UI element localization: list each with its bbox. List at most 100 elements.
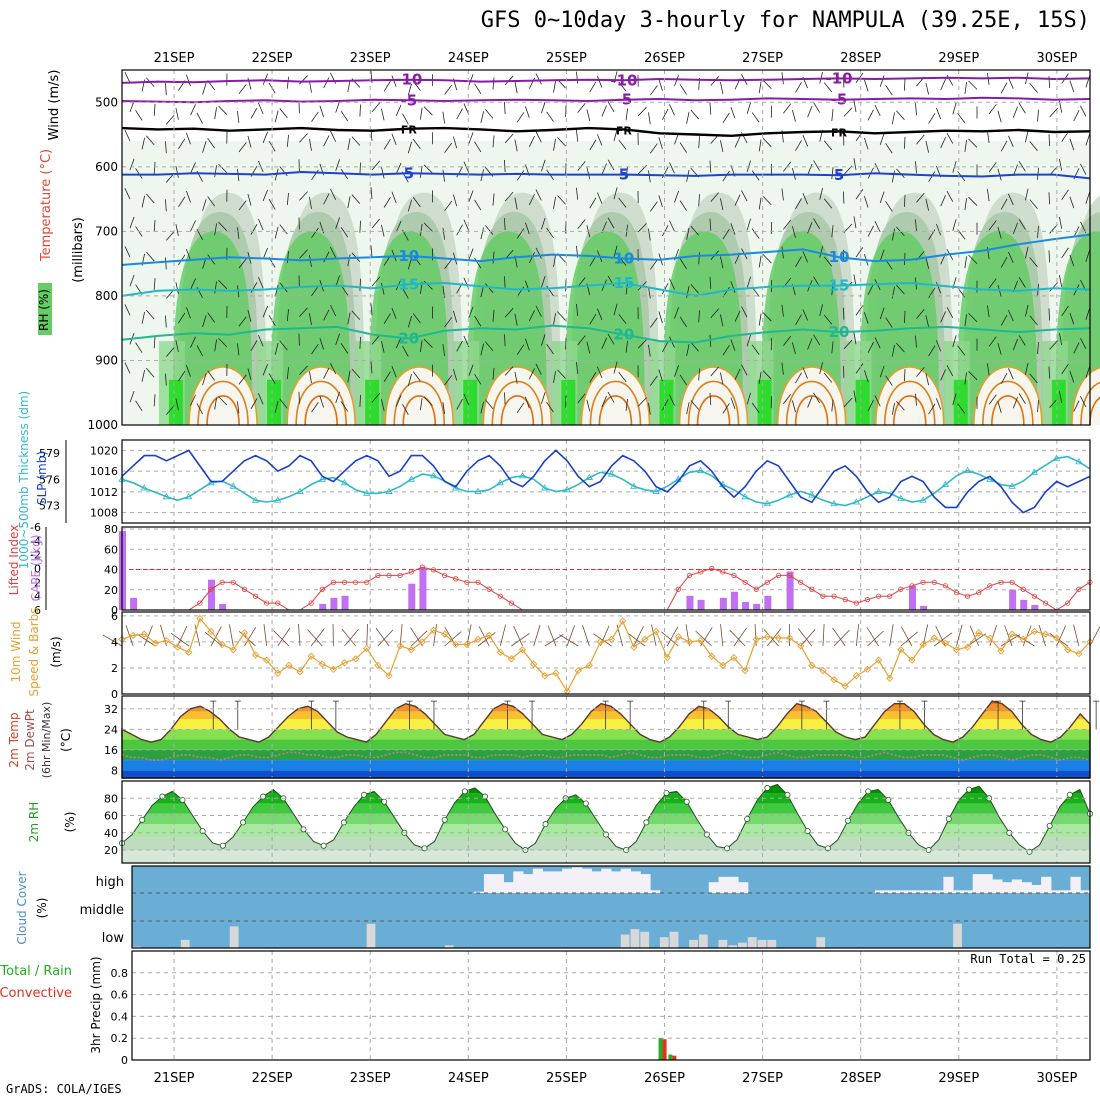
wind10-marker — [251, 651, 260, 659]
wind-barb — [720, 256, 724, 269]
wind-barb — [589, 139, 597, 151]
wind-barb — [141, 369, 145, 382]
wind-barb — [1037, 400, 1039, 413]
wind-barb — [997, 110, 1002, 123]
wind-barb — [474, 141, 482, 153]
wind-barb — [135, 400, 143, 412]
wind-barb — [299, 191, 308, 201]
wind-barb — [709, 218, 712, 231]
cape-bar — [908, 585, 916, 610]
wind-barb — [274, 284, 279, 297]
cloud-high-bar — [914, 890, 925, 893]
wind10-marker — [307, 652, 315, 660]
rh-column-core — [561, 379, 576, 425]
wind-barb — [662, 283, 669, 295]
cape-tick: 60 — [104, 543, 118, 556]
wind10-marker — [385, 672, 393, 680]
cloud-high-bar — [523, 874, 534, 893]
wind-barb — [915, 335, 917, 348]
wind10-marker — [140, 630, 148, 638]
wind-barb — [928, 171, 936, 182]
wind-barb — [751, 402, 760, 413]
wind-barb — [662, 341, 669, 353]
wind-barb — [957, 403, 966, 414]
cloud-high-bar — [904, 890, 915, 893]
wind-barb — [1049, 340, 1058, 350]
wind-barb — [618, 197, 627, 208]
rh-tick: 40 — [104, 827, 118, 840]
wind-barb — [468, 190, 474, 202]
wind-barb — [371, 334, 381, 345]
wind-barb — [535, 305, 542, 317]
wind10-marker — [1052, 634, 1061, 642]
cloud-high-bar — [1070, 876, 1081, 893]
wind-barb — [484, 225, 494, 235]
wind-barb — [618, 139, 627, 150]
wind-barb — [330, 304, 337, 317]
wind-barb — [247, 310, 252, 322]
wind10-barb — [477, 632, 496, 647]
wind-barb — [831, 341, 834, 354]
wind-barb — [823, 314, 833, 325]
wind-barb — [936, 281, 942, 294]
wind-barb — [940, 195, 946, 207]
wind10-marker — [218, 640, 226, 649]
li-tick: -4 — [30, 535, 41, 548]
wind-barb — [514, 197, 518, 210]
wind10-marker — [574, 666, 582, 675]
wind-barb — [453, 368, 458, 381]
wind-barb — [546, 402, 554, 413]
isotherm-label: 20 — [613, 326, 634, 344]
wind-barb — [802, 367, 808, 379]
wind-barb — [831, 225, 834, 238]
wind-barb — [1012, 222, 1018, 235]
wind-barb — [453, 136, 458, 149]
wind-barb — [925, 315, 929, 327]
wind-barb — [925, 257, 929, 269]
cloud-high-bar — [601, 868, 612, 893]
wind10-marker — [919, 640, 927, 649]
cloud-high-bar — [708, 882, 720, 893]
wind-barb — [597, 308, 603, 320]
wind-barb — [1000, 256, 1008, 268]
label-li: Lifted Index — [7, 525, 21, 596]
wind-barb — [1000, 140, 1008, 152]
wind-barb — [722, 345, 730, 356]
thickness-marker — [563, 486, 571, 493]
wind-barb — [957, 345, 966, 356]
wind-barb — [456, 224, 463, 236]
wind-barb — [1008, 135, 1014, 147]
cape-bar — [730, 591, 738, 610]
wind-barb — [586, 341, 591, 354]
cloud-high-bar — [591, 871, 602, 893]
wind-barb — [190, 278, 196, 290]
wind10-marker — [1019, 635, 1027, 643]
wind-barb — [186, 74, 191, 87]
wind-barb — [915, 103, 917, 116]
cloud-high-bar — [532, 868, 544, 893]
cloud-high-bar — [943, 876, 954, 893]
wind-barb — [453, 310, 458, 323]
wind10-barb — [685, 624, 690, 647]
wind-barb — [146, 367, 155, 378]
wind-barb — [402, 345, 409, 357]
wind10-marker — [819, 666, 827, 675]
cloud-high-bar — [611, 871, 622, 893]
cloud-low-bar — [698, 934, 708, 948]
wind-barb — [730, 281, 736, 293]
wind-barb — [968, 80, 978, 90]
wind-barb — [175, 398, 179, 411]
cloud-low-bar — [630, 929, 640, 948]
wind-barb — [601, 105, 607, 117]
wind-barb — [165, 141, 167, 154]
li-marker — [230, 579, 236, 585]
wind-barb — [762, 195, 772, 206]
wind-barb — [904, 369, 906, 382]
rh-band — [122, 803, 1090, 814]
wind-barb — [843, 281, 853, 292]
wind-barb — [843, 339, 853, 350]
wind-barb — [853, 390, 857, 403]
wind-barb — [262, 305, 268, 318]
wind10-barb — [1056, 625, 1066, 647]
